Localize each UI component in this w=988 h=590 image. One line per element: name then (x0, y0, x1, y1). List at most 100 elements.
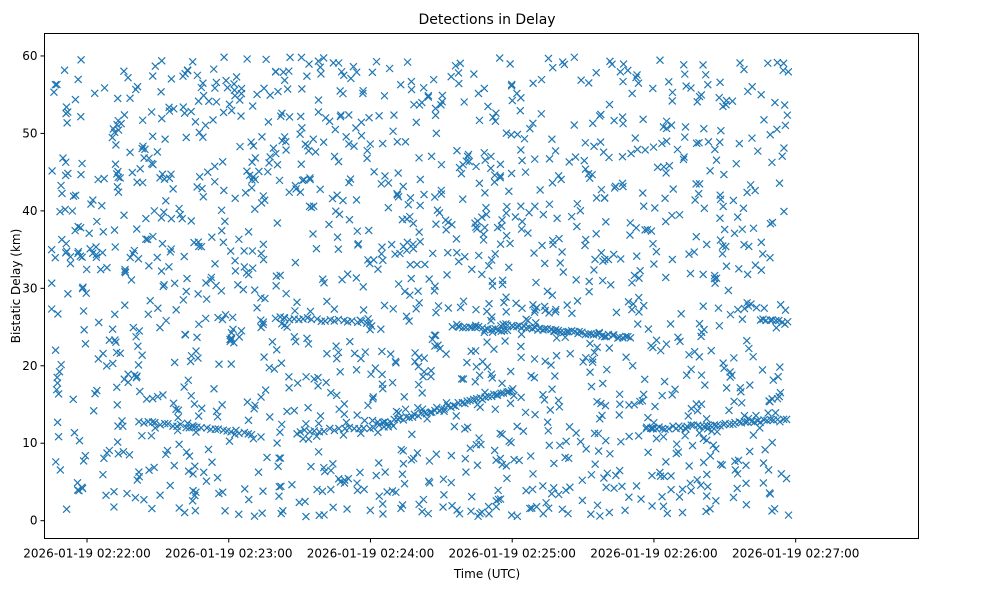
data-point (576, 437, 585, 446)
data-point (225, 437, 234, 446)
data-point (102, 362, 111, 370)
data-point (526, 452, 535, 460)
data-point (62, 505, 71, 514)
data-point (119, 67, 128, 76)
data-point (567, 309, 576, 318)
data-point (687, 486, 696, 495)
data-point (69, 395, 78, 404)
x-tick-label: 2026-01-19 02:25:00 (448, 547, 575, 561)
data-point (165, 103, 173, 112)
data-point (610, 484, 618, 493)
data-point (368, 416, 377, 425)
data-point (595, 512, 604, 520)
data-point (549, 459, 558, 468)
data-point (425, 275, 434, 284)
data-point (148, 418, 157, 426)
data-point (157, 56, 166, 65)
data-point (318, 487, 327, 496)
data-point (359, 282, 368, 291)
data-point (551, 325, 560, 334)
data-point (419, 372, 427, 381)
data-point (680, 133, 689, 142)
data-point (313, 315, 322, 323)
data-point (305, 202, 314, 211)
data-point (462, 358, 471, 367)
data-point (695, 319, 704, 328)
data-point (217, 226, 226, 235)
data-point (453, 146, 461, 155)
data-point (565, 158, 574, 166)
data-point (337, 67, 346, 76)
data-point (482, 307, 491, 316)
data-point (580, 241, 589, 250)
data-point (616, 437, 625, 446)
data-point (430, 193, 439, 202)
data-point (638, 189, 647, 198)
data-point (752, 411, 760, 420)
data-point (309, 230, 317, 238)
data-point (498, 216, 507, 224)
data-point (756, 418, 765, 427)
data-point (134, 360, 143, 369)
data-point (285, 383, 293, 392)
data-point (195, 172, 204, 181)
data-point (430, 331, 439, 340)
data-point (775, 179, 784, 188)
data-point (407, 455, 416, 464)
data-point (114, 167, 122, 176)
data-point (69, 192, 78, 201)
data-point (276, 271, 285, 280)
data-point (128, 168, 137, 177)
data-point (720, 364, 729, 373)
data-point (458, 398, 467, 407)
data-point (108, 133, 117, 142)
data-point (47, 305, 56, 313)
data-point (678, 485, 687, 494)
data-point (366, 506, 375, 515)
data-point (736, 59, 744, 67)
data-point (51, 253, 60, 262)
data-point (331, 125, 340, 134)
data-point (273, 160, 282, 169)
data-point (399, 459, 408, 468)
data-point (135, 472, 144, 481)
data-point (158, 239, 167, 248)
data-point (425, 457, 434, 465)
data-point (458, 195, 467, 204)
data-point (573, 199, 582, 208)
data-point (144, 261, 153, 270)
data-point (108, 325, 117, 334)
data-point (81, 451, 90, 460)
data-point (62, 239, 71, 248)
data-point (375, 111, 384, 120)
data-point (536, 186, 545, 194)
data-point (147, 504, 156, 513)
data-point (203, 168, 212, 177)
data-point (75, 486, 83, 495)
data-point (356, 354, 365, 363)
data-point (74, 75, 83, 84)
data-point (494, 486, 503, 495)
data-point (483, 338, 491, 347)
data-point (79, 456, 88, 465)
data-point (474, 89, 483, 98)
data-point (334, 245, 343, 254)
data-point (133, 342, 142, 351)
data-point (766, 219, 775, 228)
data-point (223, 83, 232, 92)
data-point (733, 213, 742, 222)
data-point (581, 165, 590, 174)
data-point (531, 410, 540, 419)
data-point (503, 326, 512, 335)
data-point (680, 70, 689, 79)
data-point (170, 279, 179, 288)
data-point (94, 355, 103, 363)
data-point (352, 68, 361, 77)
data-point (532, 278, 540, 287)
data-point (439, 475, 448, 484)
data-point (659, 502, 668, 511)
data-point (257, 393, 265, 402)
data-point (280, 321, 289, 330)
data-point (389, 304, 398, 313)
data-point (551, 305, 560, 314)
